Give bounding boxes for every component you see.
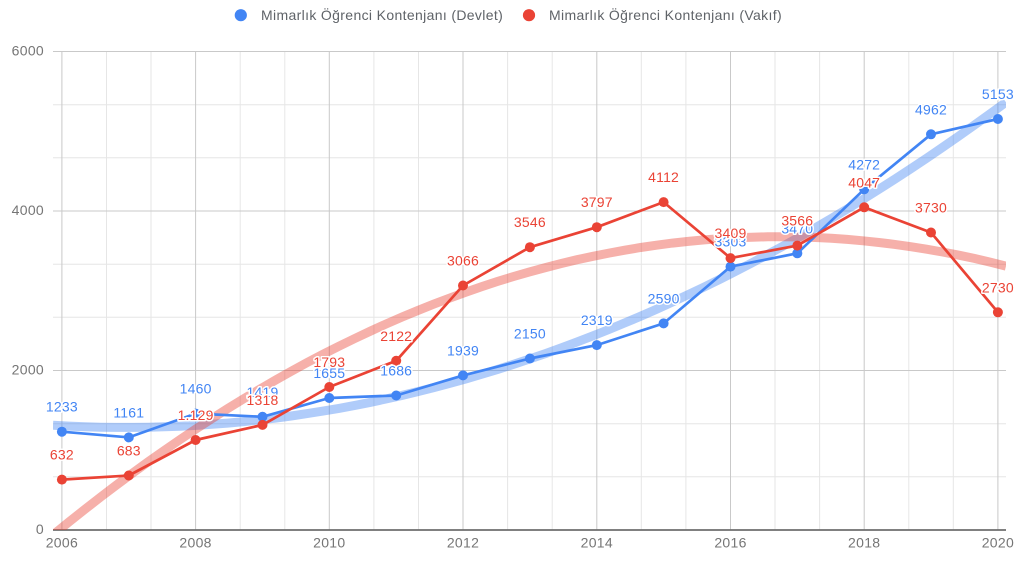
svg-text:4047: 4047 [848,174,880,190]
svg-text:3409: 3409 [715,225,747,241]
svg-text:1793: 1793 [313,354,345,370]
svg-text:2000: 2000 [12,362,44,378]
svg-text:4112: 4112 [648,169,679,185]
svg-text:2012: 2012 [447,535,479,551]
svg-text:1419: 1419 [247,384,279,400]
svg-text:1460: 1460 [180,381,212,397]
svg-text:2010: 2010 [313,535,345,551]
svg-text:3797: 3797 [581,194,613,210]
svg-text:2018: 2018 [848,535,880,551]
svg-text:1161: 1161 [113,404,144,420]
svg-text:3066: 3066 [447,253,479,269]
svg-text:1233: 1233 [46,399,78,415]
svg-text:3470: 3470 [781,220,813,236]
svg-text:3546: 3546 [514,214,546,230]
svg-text:0: 0 [36,521,44,537]
svg-text:2006: 2006 [46,535,78,551]
svg-text:683: 683 [117,443,141,459]
svg-text:2730: 2730 [982,279,1014,295]
svg-text:Mimarlık Öğrenci Kontenjanı (V: Mimarlık Öğrenci Kontenjanı (Vakıf) [549,6,782,23]
svg-text:3566: 3566 [781,213,813,229]
svg-text:4962: 4962 [915,101,947,117]
svg-text:3303: 3303 [715,234,747,250]
svg-text:1686: 1686 [380,363,412,379]
svg-text:2008: 2008 [179,535,211,551]
svg-text:1318: 1318 [247,392,279,408]
svg-text:2319: 2319 [581,312,613,328]
svg-text:5153: 5153 [982,86,1014,102]
svg-text:4000: 4000 [12,202,44,218]
svg-text:2590: 2590 [648,290,680,306]
svg-text:3730: 3730 [915,200,947,216]
svg-text:2014: 2014 [581,535,613,551]
svg-text:1.129: 1.129 [178,407,214,423]
svg-text:Mimarlık Öğrenci Kontenjanı (D: Mimarlık Öğrenci Kontenjanı (Devlet) [261,6,503,23]
svg-text:6000: 6000 [12,43,44,59]
svg-text:4272: 4272 [848,156,880,172]
svg-text:1655: 1655 [313,365,345,381]
svg-text:632: 632 [50,447,74,463]
svg-text:2016: 2016 [714,535,746,551]
svg-text:1939: 1939 [447,342,479,358]
svg-text:2020: 2020 [982,535,1014,551]
svg-text:2150: 2150 [514,326,546,342]
svg-text:2122: 2122 [380,328,412,344]
